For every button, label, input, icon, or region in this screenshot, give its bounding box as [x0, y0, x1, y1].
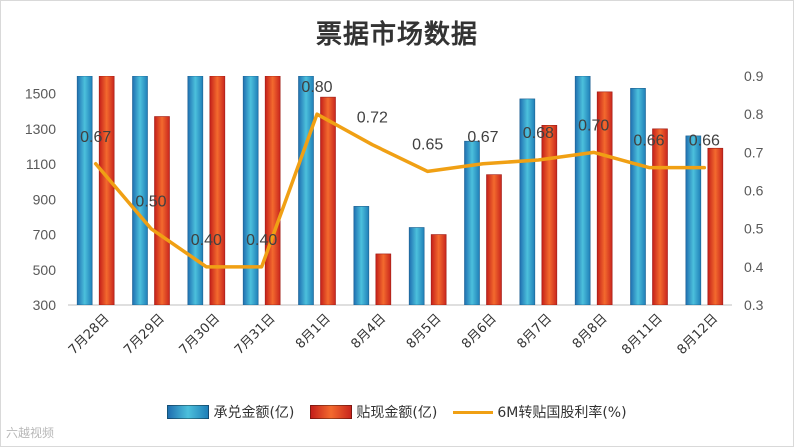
legend-item-discount: 贴现金额(亿) [310, 402, 437, 422]
legend-label-acceptance: 承兑金额(亿) [213, 405, 295, 421]
legend-swatch-rate [453, 410, 494, 414]
x-category-label-4: 8月1日 [293, 311, 334, 352]
rate-data-label-8: 0.68 [523, 125, 554, 142]
bar-acceptance-4 [298, 76, 314, 305]
rate-data-label-3: 0.40 [246, 232, 277, 249]
y-right-tick-0: 0.3 [744, 297, 764, 313]
bar-discount-2 [209, 76, 226, 305]
bar-discount-4 [320, 96, 336, 305]
x-category-label-5: 8月4日 [348, 311, 389, 352]
bar-discount-7 [486, 174, 502, 305]
x-category-label-10: 8月11日 [619, 311, 666, 358]
x-category-label-0: 7月28日 [66, 311, 113, 358]
rate-data-label-4: 0.80 [301, 79, 332, 96]
bar-discount-9 [596, 91, 613, 305]
bar-acceptance-0 [76, 76, 93, 305]
bar-discount-6 [430, 234, 447, 305]
y-right-tick-2: 0.5 [744, 221, 764, 237]
x-category-label-6: 8月5日 [404, 311, 445, 352]
bar-acceptance-7 [464, 140, 480, 305]
rate-data-label-7: 0.67 [467, 129, 498, 146]
x-category-label-2: 7月30日 [177, 311, 224, 358]
rate-data-label-10: 0.66 [633, 133, 664, 150]
x-category-label-11: 8月12日 [675, 311, 722, 358]
legend: 承兑金额(亿) 贴现金额(亿) 6M转贴国股利率(%) [0, 402, 794, 422]
x-category-label-1: 7月29日 [121, 311, 168, 358]
rate-data-label-5: 0.72 [357, 110, 388, 127]
rate-data-label-1: 0.50 [135, 194, 166, 211]
bar-discount-1 [154, 116, 170, 305]
y-left-tick-6: 1500 [25, 86, 56, 102]
y-left-tick-0: 300 [33, 297, 57, 313]
bar-discount-5 [375, 253, 392, 305]
rate-data-label-2: 0.40 [191, 232, 222, 249]
legend-label-discount: 贴现金额(亿) [356, 405, 438, 421]
legend-swatch-acceptance [167, 405, 210, 419]
bar-acceptance-1 [132, 76, 148, 305]
bar-discount-8 [541, 125, 558, 305]
x-category-label-8: 8月7日 [514, 311, 555, 352]
y-left-tick-1: 500 [33, 262, 57, 278]
bar-acceptance-5 [353, 206, 370, 305]
x-category-label-3: 7月31日 [232, 311, 279, 358]
bar-acceptance-3 [242, 76, 259, 305]
legend-item-acceptance: 承兑金额(亿) [167, 402, 294, 422]
bar-acceptance-6 [408, 227, 425, 305]
rate-data-label-6: 0.65 [412, 136, 443, 153]
legend-swatch-discount [310, 405, 353, 419]
legend-label-rate: 6M转贴国股利率(%) [497, 405, 627, 421]
rate-line [93, 112, 707, 269]
bar-discount-11 [707, 147, 724, 305]
bar-acceptance-8 [519, 98, 536, 305]
bar-discount-3 [264, 76, 281, 305]
bar-acceptance-9 [574, 76, 591, 305]
chart-title: 票据市场数据 [315, 20, 478, 50]
y-right-tick-6: 0.9 [744, 68, 764, 84]
x-category-label-7: 8月6日 [459, 311, 500, 352]
y-right-tick-5: 0.8 [744, 106, 764, 122]
rate-data-label-9: 0.70 [578, 117, 609, 134]
rate-data-label-0: 0.67 [80, 129, 111, 146]
y-left-tick-2: 700 [33, 227, 57, 243]
legend-item-rate: 6M转贴国股利率(%) [453, 402, 627, 422]
bar-discount-10 [652, 128, 668, 305]
y-left-tick-3: 900 [33, 191, 57, 207]
bar-acceptance-10 [630, 88, 646, 305]
watermark-logo: 六越视频 [6, 426, 55, 440]
bar-discount-0 [98, 76, 115, 305]
x-category-label-9: 8月8日 [570, 311, 611, 352]
bar-acceptance-11 [685, 135, 702, 305]
y-left-tick-5: 1300 [25, 121, 56, 137]
y-right-tick-1: 0.4 [744, 259, 764, 275]
bar-acceptance-2 [187, 76, 204, 305]
rate-data-label-11: 0.66 [689, 133, 720, 150]
y-left-tick-4: 1100 [26, 156, 56, 172]
y-right-tick-3: 0.6 [744, 183, 764, 199]
y-right-tick-4: 0.7 [744, 144, 764, 160]
